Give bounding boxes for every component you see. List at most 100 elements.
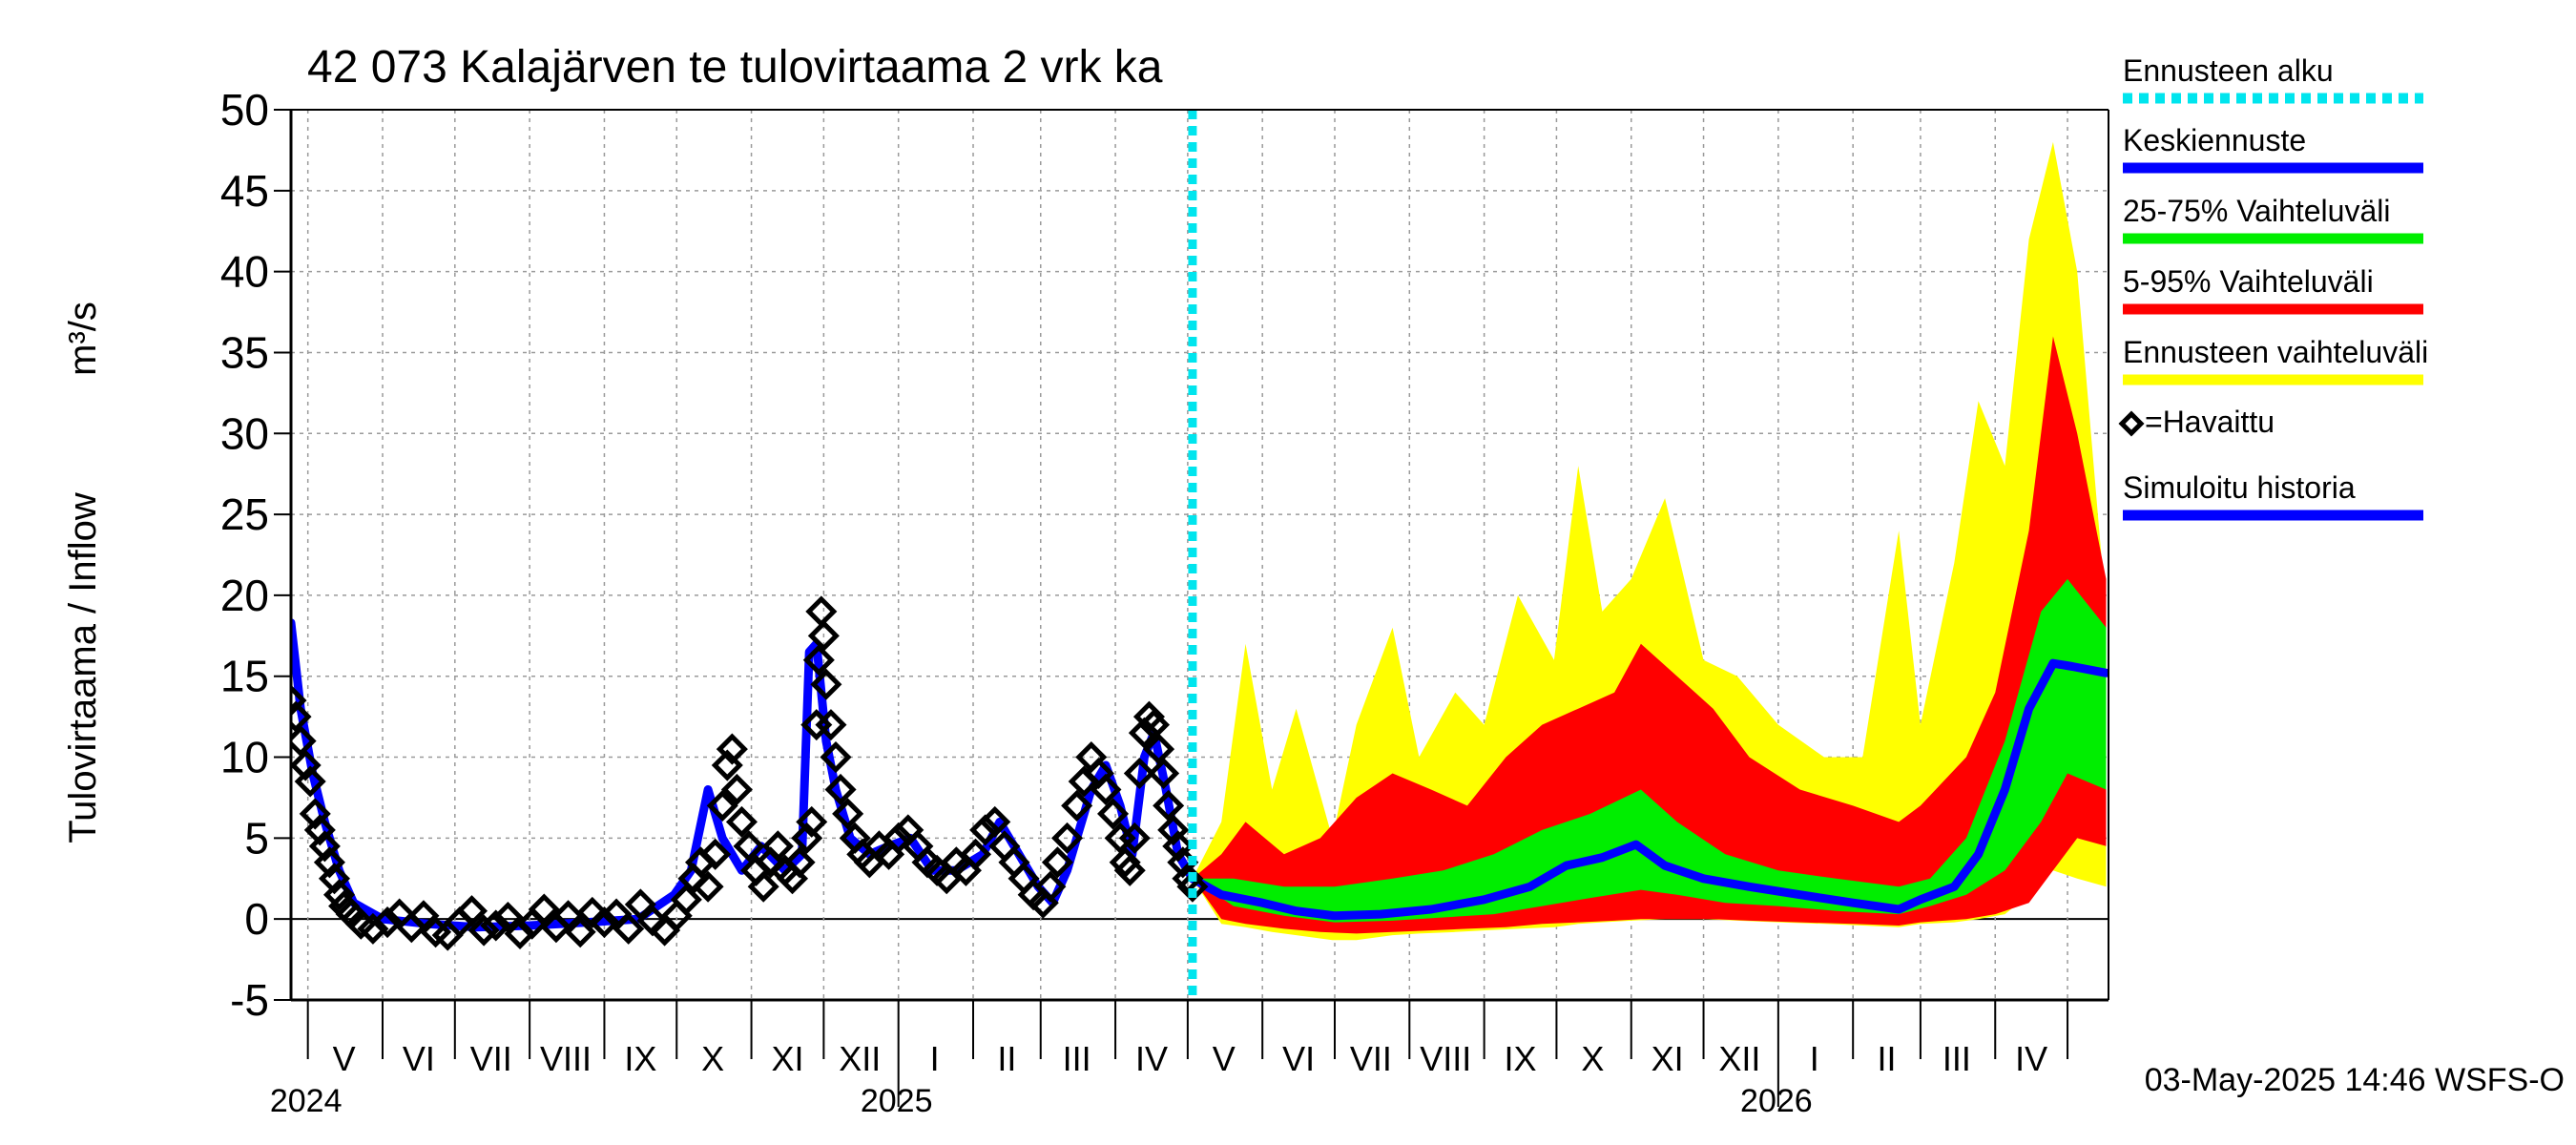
month-label: III — [1063, 1039, 1091, 1078]
observed-point — [883, 822, 915, 854]
y-tick-label: 50 — [220, 85, 269, 135]
observed-point — [291, 700, 312, 733]
legend-item: 25-75% Vaihteluväli — [2123, 194, 2423, 244]
legend-item: 5-95% Vaihteluväli — [2123, 264, 2423, 315]
observed-point — [1034, 870, 1067, 903]
observed-point — [761, 830, 794, 863]
legend-item: Simuloitu historia — [2123, 470, 2423, 521]
legend-item: =Havaittu — [2118, 405, 2275, 439]
observed-point — [294, 765, 326, 798]
observed-point — [291, 684, 307, 717]
month-label: XI — [1652, 1039, 1684, 1078]
y-tick-label: 45 — [220, 166, 269, 216]
observed-point — [1097, 798, 1130, 830]
observed-point — [979, 805, 1011, 838]
legend-label: Keskiennuste — [2123, 123, 2306, 157]
observed-point — [552, 900, 585, 932]
y-tick-label: 35 — [220, 327, 269, 377]
axes — [274, 109, 2109, 1107]
observed-point — [1118, 822, 1151, 854]
median-forecast-line — [1188, 658, 2109, 921]
observed-point — [725, 805, 758, 838]
observed-point — [720, 773, 753, 806]
observed-point — [824, 773, 857, 806]
observed-point — [291, 749, 322, 781]
observed-point — [802, 644, 835, 677]
observed-point — [1176, 870, 1209, 903]
observed-point — [322, 879, 356, 911]
observed-point — [810, 668, 842, 700]
observed-point — [733, 830, 765, 863]
month-label: VII — [1350, 1039, 1392, 1078]
y-tick-label: 40 — [220, 247, 269, 297]
month-label: IX — [1505, 1039, 1537, 1078]
observed-point — [455, 895, 488, 927]
legend-label: 5-95% Vaihteluväli — [2123, 264, 2374, 299]
month-label: VI — [1282, 1039, 1315, 1078]
observed-point — [357, 912, 389, 945]
y-tick-label: -5 — [230, 975, 269, 1025]
legend: Ennusteen alku Keskiennuste 25-75% Vaihtel… — [2118, 53, 2428, 521]
observed-point — [1041, 846, 1073, 879]
observed-point — [969, 814, 1002, 846]
legend-label: Simuloitu historia — [2123, 470, 2356, 505]
y-tick-label: 25 — [220, 489, 269, 539]
legend-label: Ennusteen alku — [2123, 53, 2334, 88]
observed-point — [613, 912, 645, 945]
observed-point — [1061, 789, 1093, 822]
year-label: 2024 — [270, 1083, 343, 1119]
observed-point — [313, 846, 345, 879]
observed-point — [747, 870, 779, 903]
month-label: X — [701, 1039, 724, 1078]
observed-point — [716, 733, 748, 765]
observed-point — [1148, 757, 1180, 790]
month-label: II — [997, 1039, 1016, 1078]
month-label: VII — [470, 1039, 512, 1078]
year-label: 2025 — [861, 1083, 933, 1119]
observed-point — [1157, 814, 1190, 846]
month-label: IV — [1135, 1039, 1168, 1078]
month-label: III — [1942, 1039, 1971, 1078]
observed-point — [1143, 733, 1175, 765]
month-label: IX — [624, 1039, 656, 1078]
observed-point — [1113, 854, 1146, 886]
month-label: VIII — [1420, 1039, 1471, 1078]
year-label: 2026 — [1740, 1083, 1813, 1119]
observed-point — [491, 901, 524, 934]
month-label: IV — [2015, 1039, 2047, 1078]
x-axis-labels: V VI VII VIII IX X XI XII I II III IV V VI VII VIII IX X X… — [270, 1039, 2047, 1119]
observed-point — [692, 870, 724, 903]
observed-point — [815, 709, 847, 741]
legend-item: Keskiennuste — [2123, 123, 2423, 174]
observed-point — [670, 884, 702, 916]
observed-point — [588, 906, 620, 939]
observed-point — [528, 893, 560, 926]
observed-point — [1090, 773, 1122, 806]
observed-point — [783, 846, 816, 879]
y-axis-label: Tulovirtaama / Inflow m³/s — [62, 302, 104, 843]
observed-point — [699, 838, 732, 870]
y-axis-label-text: Tulovirtaama / Inflow — [62, 492, 104, 843]
month-label: VIII — [540, 1039, 592, 1078]
legend-item: Ennusteen alku — [2123, 53, 2423, 104]
month-label: VI — [403, 1039, 435, 1078]
observed-point — [1123, 757, 1155, 790]
observed-point — [480, 909, 512, 942]
month-label: I — [930, 1039, 940, 1078]
y-tick-label: 20 — [220, 571, 269, 620]
y-tick-label: 0 — [244, 894, 269, 944]
observed-point — [564, 916, 596, 948]
legend-label: 25-75% Vaihteluväli — [2123, 194, 2390, 228]
month-label: V — [1213, 1039, 1236, 1078]
observed-point — [706, 789, 738, 822]
band-ennusteen-vaihteluv-li — [1192, 141, 2107, 941]
month-label: II — [1878, 1039, 1897, 1078]
month-label: I — [1810, 1039, 1819, 1078]
observed-point — [308, 830, 341, 863]
legend-label: Ennusteen vaihteluväli — [2123, 335, 2428, 369]
observed-point — [820, 741, 852, 774]
month-label: XII — [1718, 1039, 1760, 1078]
y-tick-label: 15 — [220, 652, 269, 701]
